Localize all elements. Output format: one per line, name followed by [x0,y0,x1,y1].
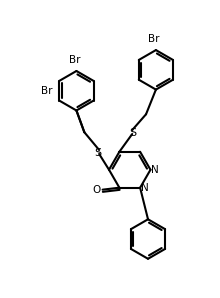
Text: S: S [130,128,137,138]
Text: Br: Br [41,86,53,96]
Text: O: O [92,185,101,195]
Text: Br: Br [148,34,160,44]
Text: N: N [141,183,149,193]
Text: N: N [151,165,159,175]
Text: Br: Br [69,55,80,65]
Text: S: S [95,148,102,158]
